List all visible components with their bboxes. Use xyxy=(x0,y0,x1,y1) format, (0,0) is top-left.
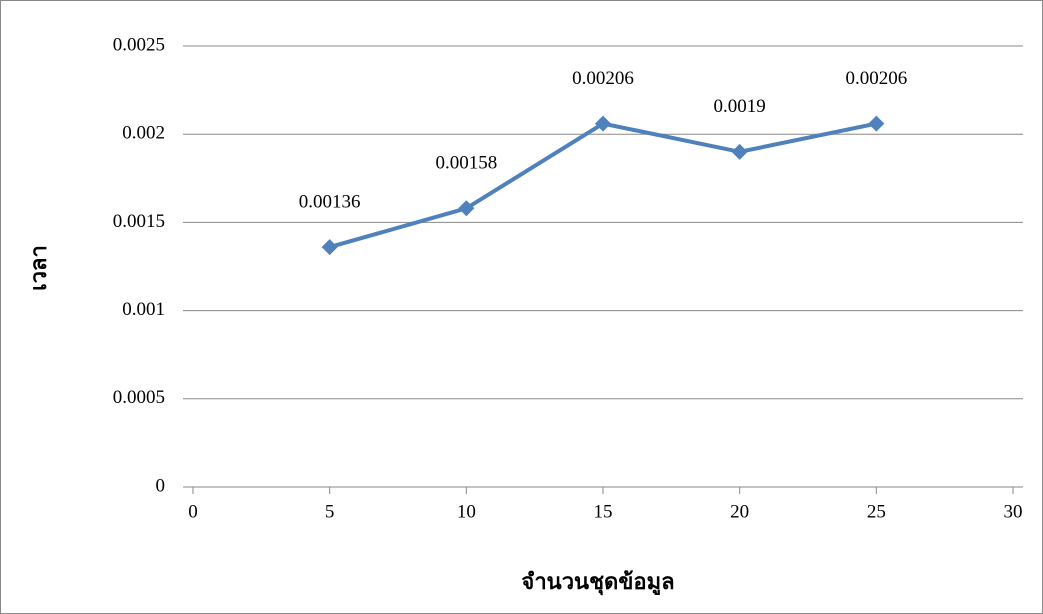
marker xyxy=(321,239,338,256)
x-axis-title: จำนวนชุดข้อมูล xyxy=(521,570,674,596)
data-label: 0.00206 xyxy=(845,68,907,89)
y-tick-label: 0.002 xyxy=(122,123,165,144)
data-label: 0.00206 xyxy=(572,68,634,89)
x-tick-label: 20 xyxy=(730,501,749,522)
x-tick-label: 10 xyxy=(457,501,476,522)
marker xyxy=(868,115,885,132)
y-tick-label: 0 xyxy=(156,475,166,496)
x-tick-label: 15 xyxy=(594,501,613,522)
y-tick-label: 0.0005 xyxy=(113,387,165,408)
data-label: 0.00158 xyxy=(435,153,497,174)
x-tick-label: 25 xyxy=(867,501,886,522)
x-tick-label: 30 xyxy=(1004,501,1023,522)
y-tick-label: 0.0025 xyxy=(113,34,165,55)
data-label: 0.0019 xyxy=(714,96,766,117)
y-tick-label: 0.001 xyxy=(122,299,165,320)
y-tick-label: 0.0015 xyxy=(113,211,165,232)
marker xyxy=(458,200,475,217)
y-axis-title: เวลา xyxy=(27,245,52,291)
x-tick-label: 5 xyxy=(325,501,335,522)
x-tick-label: 0 xyxy=(188,501,198,522)
data-label: 0.00136 xyxy=(299,191,361,212)
marker xyxy=(731,143,748,160)
marker xyxy=(595,115,611,132)
